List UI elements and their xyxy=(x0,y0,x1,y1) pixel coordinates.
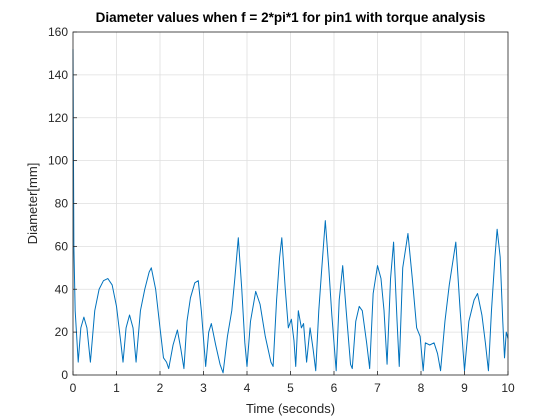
data-line xyxy=(72,49,509,374)
y-tick-label: 60 xyxy=(55,239,69,253)
x-tick-label: 0 xyxy=(70,381,77,395)
x-tick-label: 6 xyxy=(331,381,338,395)
y-axis-label: Diameter[mm] xyxy=(25,163,40,245)
x-tick-label: 1 xyxy=(113,381,120,395)
x-tick-label: 7 xyxy=(374,381,381,395)
x-tick-label: 8 xyxy=(418,381,425,395)
x-tick-label: 9 xyxy=(461,381,468,395)
y-tick-label: 0 xyxy=(61,368,68,382)
y-tick-label: 100 xyxy=(48,154,68,168)
y-tick-label: 20 xyxy=(55,325,69,339)
y-tick-label: 80 xyxy=(55,197,69,211)
x-tick-label: 5 xyxy=(287,381,294,395)
x-axis-label: Time (seconds) xyxy=(246,401,335,416)
x-tick-label: 3 xyxy=(200,381,207,395)
plot-area xyxy=(72,49,509,374)
x-tick-label: 4 xyxy=(244,381,251,395)
x-tick-label: 10 xyxy=(501,381,515,395)
chart-title: Diameter values when f = 2*pi*1 for pin1… xyxy=(96,10,486,25)
y-tick-label: 40 xyxy=(55,282,69,296)
x-tick-label: 2 xyxy=(157,381,164,395)
y-tick-label: 140 xyxy=(48,68,68,82)
y-tick-label: 160 xyxy=(48,25,68,39)
y-tick-label: 120 xyxy=(48,111,68,125)
